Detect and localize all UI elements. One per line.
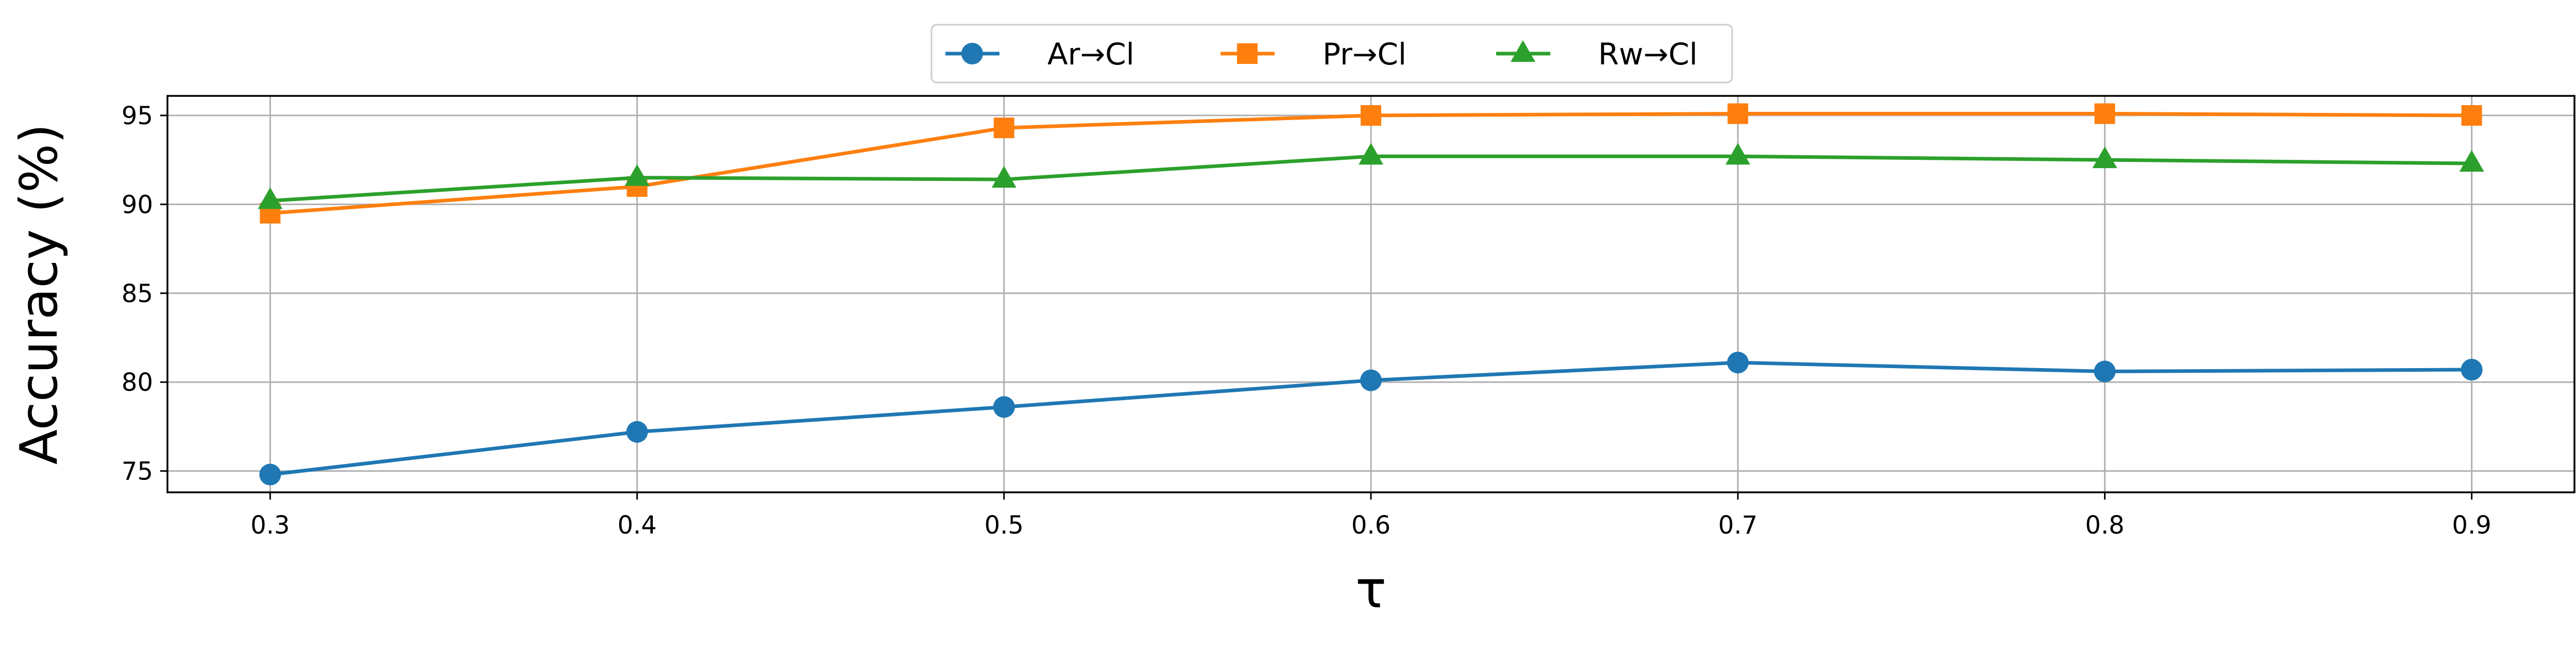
data-point	[258, 187, 283, 209]
data-point	[259, 463, 281, 486]
legend-marker	[1511, 40, 1535, 62]
legend-label: Pr→Cl	[1323, 37, 1406, 72]
legend-marker	[1237, 43, 1258, 64]
series-1	[259, 352, 2483, 486]
data-point	[993, 118, 1014, 139]
legend-item: Rw→Cl	[1496, 37, 1698, 72]
x-tick-label: 0.9	[2452, 511, 2491, 540]
y-axis: 75 80 85 90 95	[122, 102, 167, 486]
y-tick-label: 90	[122, 190, 153, 219]
legend-label: Rw→Cl	[1598, 37, 1698, 72]
x-tick-label: 0.6	[1351, 511, 1391, 540]
x-tick-label: 0.8	[2085, 511, 2124, 540]
y-tick-label: 85	[122, 279, 153, 308]
data-point	[1727, 352, 1749, 374]
data-point	[2461, 359, 2483, 381]
series-3	[258, 143, 2484, 209]
legend-item: Ar→Cl	[945, 37, 1134, 72]
y-tick-label: 80	[122, 368, 153, 397]
data-point	[2459, 150, 2484, 172]
legend: Ar→Cl Pr→Cl Rw→Cl	[930, 24, 1733, 84]
data-point	[624, 164, 650, 186]
data-point	[626, 421, 648, 443]
x-tick-label: 0.3	[250, 511, 290, 540]
legend-box	[930, 24, 1733, 84]
data-point	[2094, 360, 2116, 383]
y-axis-title: Accuracy (%)	[9, 124, 69, 464]
data-point	[991, 166, 1016, 188]
x-tick-label: 0.7	[1718, 511, 1757, 540]
y-tick-label: 95	[122, 102, 153, 130]
x-axis: 0.3 0.4 0.5 0.6 0.7 0.8 0.9	[250, 492, 2492, 540]
data-point	[1727, 103, 1749, 124]
data-point	[1359, 143, 1383, 165]
data-point	[993, 396, 1015, 418]
data-point	[1360, 369, 1382, 391]
legend-marker	[961, 43, 983, 64]
data-point	[2461, 105, 2482, 126]
data-point	[1725, 143, 1751, 165]
x-tick-label: 0.5	[985, 511, 1024, 540]
y-tick-label: 75	[122, 457, 153, 486]
series-group	[258, 103, 2484, 486]
data-point	[2092, 146, 2117, 169]
data-point	[2094, 103, 2115, 124]
x-tick-label: 0.4	[617, 511, 656, 540]
data-point	[1361, 105, 1381, 126]
x-axis-title: τ	[1355, 559, 1386, 620]
legend-item: Pr→Cl	[1221, 37, 1406, 72]
legend-label: Ar→Cl	[1047, 37, 1134, 72]
